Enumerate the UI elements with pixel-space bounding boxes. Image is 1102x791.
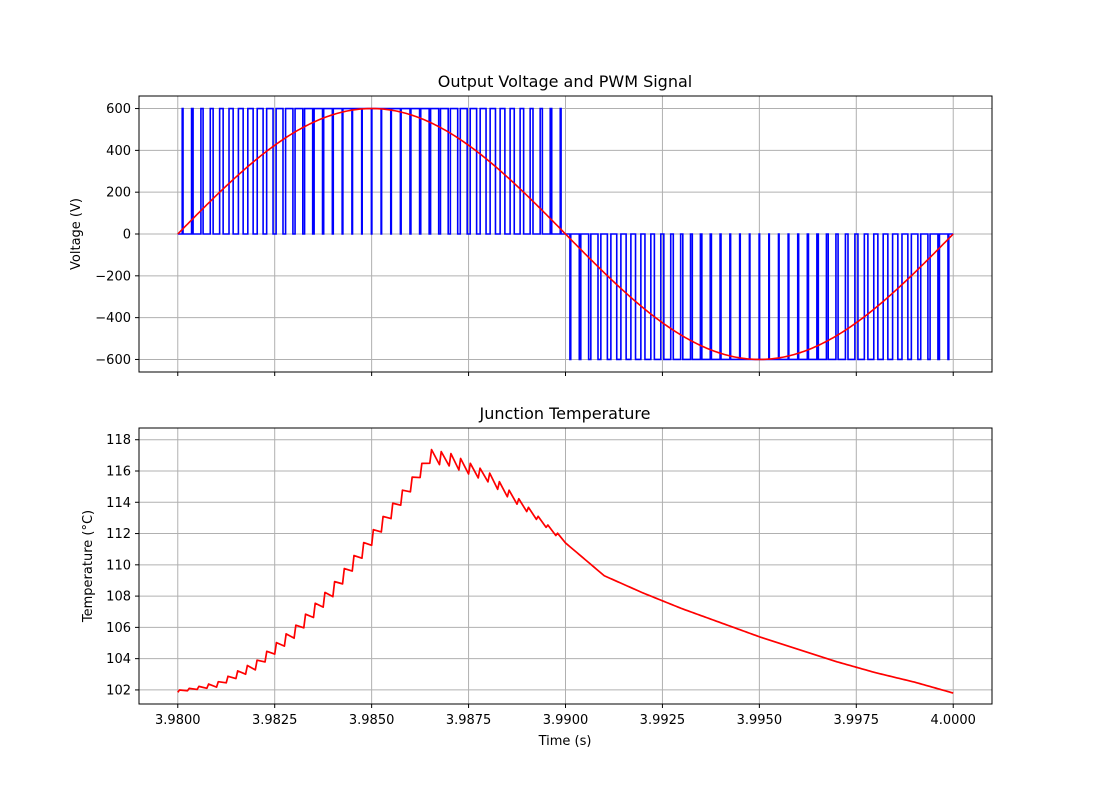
temperature-x-tick-label: 4.0000 bbox=[930, 713, 976, 728]
temperature-x-tick-label: 3.9825 bbox=[252, 713, 298, 728]
temperature-x-tick-label: 3.9925 bbox=[640, 713, 686, 728]
temperature-x-tick-label: 3.9950 bbox=[737, 713, 783, 728]
voltage-y-axis-label: Voltage (V) bbox=[69, 198, 84, 270]
temperature-x-tick-label: 3.9875 bbox=[446, 713, 492, 728]
temperature-temperature-series-line bbox=[177, 448, 954, 694]
voltage-y-tick-label: −200 bbox=[95, 269, 131, 284]
temperature-y-axis-label: Temperature (°C) bbox=[81, 510, 96, 623]
voltage-y-tick-label: 600 bbox=[106, 102, 131, 117]
temperature-x-tick-label: 3.9850 bbox=[349, 713, 395, 728]
voltage-axes-frame bbox=[138, 95, 993, 373]
temperature-chart-title: Junction Temperature bbox=[479, 404, 651, 423]
temperature-y-tick-label: 118 bbox=[106, 433, 131, 448]
voltage-reference-sine-line bbox=[177, 107, 954, 361]
temperature-y-tick-label: 108 bbox=[106, 590, 131, 605]
temperature-y-tick-label: 102 bbox=[106, 683, 131, 698]
voltage-y-tick-label: −600 bbox=[95, 353, 131, 368]
temperature-y-tick-label: 110 bbox=[106, 558, 131, 573]
time-x-axis-label: Time (s) bbox=[538, 734, 592, 749]
temperature-axes-frame bbox=[138, 427, 993, 705]
voltage-y-tick-label: −400 bbox=[95, 311, 131, 326]
temperature-y-tick-label: 116 bbox=[106, 465, 131, 480]
temperature-y-tick-label: 104 bbox=[106, 652, 131, 667]
temperature-y-tick-label: 112 bbox=[106, 527, 131, 542]
voltage-y-tick-label: 200 bbox=[106, 186, 131, 201]
voltage-ticks: −600 −400 −200 0 200 400 600 bbox=[95, 102, 954, 376]
temperature-axes: Junction Temperature Temperature (°C) Ti… bbox=[81, 404, 993, 749]
temperature-y-tick-label: 106 bbox=[106, 621, 131, 636]
voltage-axes: Output Voltage and PWM Signal Voltage (V… bbox=[69, 72, 993, 376]
temperature-x-tick-label: 3.9975 bbox=[834, 713, 880, 728]
temperature-x-tick-label: 3.9900 bbox=[543, 713, 589, 728]
temperature-series bbox=[177, 448, 954, 694]
voltage-series bbox=[177, 107, 954, 361]
temperature-ticks: 3.9800 3.9825 3.9850 3.9875 3.9900 3.9925 3.99… bbox=[106, 433, 976, 728]
voltage-y-tick-label: 0 bbox=[123, 228, 131, 243]
voltage-y-tick-label: 400 bbox=[106, 144, 131, 159]
temperature-x-tick-label: 3.9800 bbox=[155, 713, 201, 728]
voltage-chart-title: Output Voltage and PWM Signal bbox=[438, 72, 692, 91]
temperature-y-tick-label: 114 bbox=[106, 496, 131, 511]
